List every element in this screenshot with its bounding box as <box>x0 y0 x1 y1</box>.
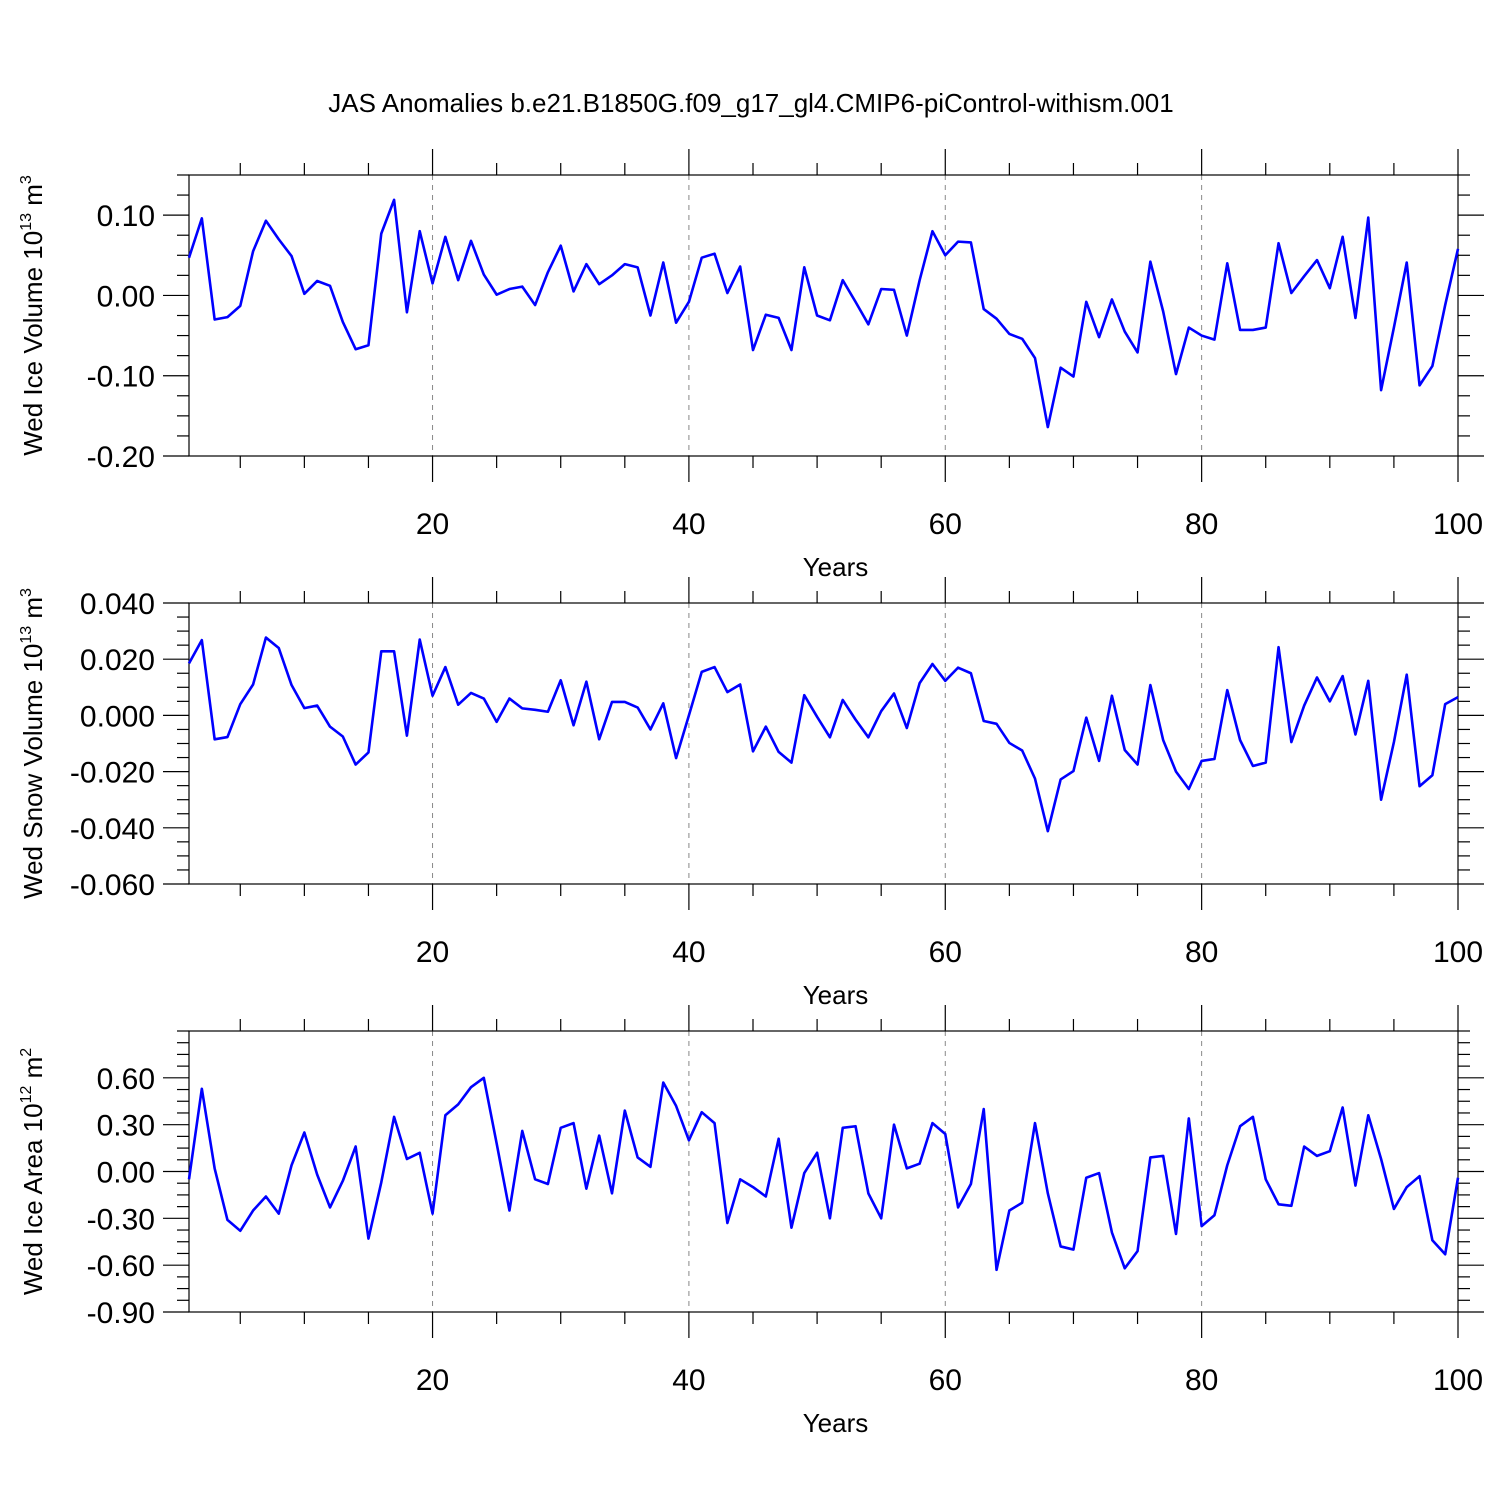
y-axis-label-superscript: 13 <box>18 213 35 231</box>
x-axis-label: Years <box>803 1408 869 1438</box>
figure-title: JAS Anomalies b.e21.B1850G.f09_g17_gl4.C… <box>328 88 1173 118</box>
y-axis-label-part: m <box>18 597 48 626</box>
y-tick-label: -0.20 <box>87 441 155 474</box>
series-line <box>187 198 1460 429</box>
x-tick-label: 20 <box>416 936 449 969</box>
y-axis-label-part: Wed Ice Area 10 <box>18 1103 48 1295</box>
x-tick-label: 80 <box>1185 508 1218 541</box>
x-tick-label: 100 <box>1433 1364 1483 1397</box>
x-tick-label: 100 <box>1433 936 1483 969</box>
panel-ice-area: 20 40 60 80 100 -0.90 -0.60 -0.30 0.00 0.30 0.60 Ye… <box>18 1005 1484 1438</box>
y-tick-label: 0.00 <box>97 1157 155 1190</box>
y-tick-label: -0.020 <box>70 757 155 790</box>
y-tick-label: -0.040 <box>70 813 155 846</box>
panel-snow-volume: 20 40 60 80 100 -0.060 -0.040 -0.020 0.000 0.020 0… <box>18 577 1484 1010</box>
x-axis-label: Years <box>803 980 869 1010</box>
y-tick-label: -0.10 <box>87 361 155 394</box>
y-axis-label-superscript: 3 <box>18 175 35 184</box>
y-axis-label-part: Wed Ice Volume 10 <box>18 231 48 456</box>
x-tick-label: 40 <box>672 1364 705 1397</box>
x-tick-label: 100 <box>1433 508 1483 541</box>
y-tick-label: 0.10 <box>97 200 155 233</box>
y-axis-label-superscript: 2 <box>18 1048 35 1057</box>
y-axis-label-superscript: 13 <box>18 626 35 644</box>
x-tick-label: 40 <box>672 508 705 541</box>
y-tick-label: 0.000 <box>80 700 155 733</box>
y-axis-label-superscript: 3 <box>18 588 35 597</box>
plot-frame <box>188 1030 1459 1313</box>
y-tick-label: -0.60 <box>87 1250 155 1283</box>
y-tick-label: 0.00 <box>97 280 155 313</box>
y-axis-label: Wed Ice Area 1012 m2 <box>18 1048 48 1295</box>
series-points <box>189 1078 1458 1270</box>
y-tick-label: -0.30 <box>87 1203 155 1236</box>
y-axis-label: Wed Snow Volume 1013 m3 <box>18 588 48 899</box>
y-tick-label: 0.60 <box>97 1063 155 1096</box>
x-tick-label: 60 <box>929 936 962 969</box>
x-tick-label: 60 <box>929 1364 962 1397</box>
y-axis-label-part: Wed Snow Volume 10 <box>18 644 48 899</box>
series-line <box>187 1076 1460 1272</box>
x-tick-label: 80 <box>1185 1364 1218 1397</box>
x-tick-label: 20 <box>416 1364 449 1397</box>
y-axis-label: Wed Ice Volume 1013 m3 <box>18 175 48 456</box>
y-tick-label: 0.020 <box>80 644 155 677</box>
series-line <box>187 636 1459 833</box>
y-tick-label: 0.040 <box>80 588 155 621</box>
x-tick-label: 20 <box>416 508 449 541</box>
y-axis-label-part: m <box>18 184 48 213</box>
y-axis-label-superscript: 12 <box>18 1086 35 1104</box>
x-axis-label: Years <box>803 552 869 582</box>
panel-ice-volume: 20 40 60 80 100 -0.20 -0.10 0.00 0.10 Years Wed Ic… <box>18 149 1484 582</box>
y-tick-label: -0.060 <box>70 869 155 902</box>
x-tick-label: 40 <box>672 936 705 969</box>
y-tick-label: 0.30 <box>97 1110 155 1143</box>
y-tick-label: -0.90 <box>87 1297 155 1330</box>
x-tick-label: 80 <box>1185 936 1218 969</box>
panels-group: 20 40 60 80 100 -0.20 -0.10 0.00 0.10 Years Wed Ic… <box>18 149 1484 1438</box>
y-axis-label-part: m <box>18 1057 48 1086</box>
x-tick-label: 60 <box>929 508 962 541</box>
